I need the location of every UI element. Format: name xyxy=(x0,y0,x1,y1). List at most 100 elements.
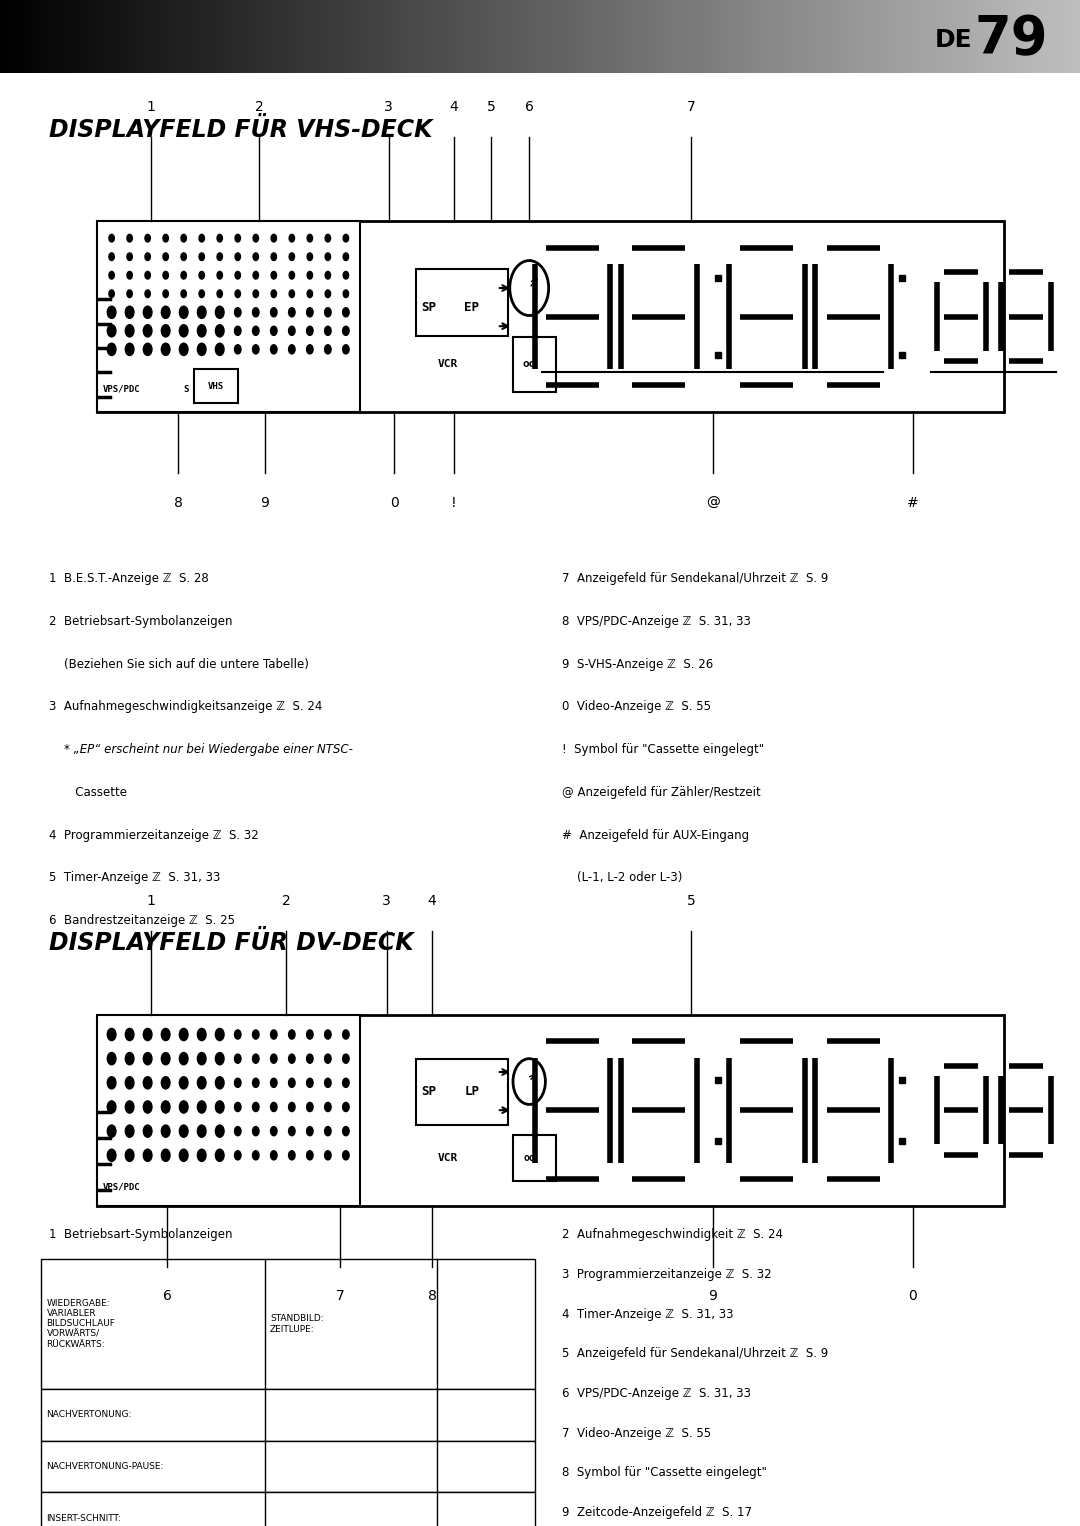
Bar xyxy=(27,0,32,73)
Bar xyxy=(1015,0,1021,73)
Circle shape xyxy=(325,1079,332,1088)
Text: 6: 6 xyxy=(525,101,534,114)
Bar xyxy=(686,0,691,73)
Bar xyxy=(308,0,313,73)
Circle shape xyxy=(271,272,276,279)
Circle shape xyxy=(325,1102,332,1111)
Circle shape xyxy=(289,253,295,261)
Circle shape xyxy=(253,345,259,354)
Bar xyxy=(49,0,54,73)
Circle shape xyxy=(343,235,349,243)
Circle shape xyxy=(125,1100,134,1112)
Bar xyxy=(205,0,211,73)
Text: 1: 1 xyxy=(147,894,156,908)
Bar xyxy=(275,0,281,73)
Bar xyxy=(545,0,551,73)
Circle shape xyxy=(125,325,134,337)
Circle shape xyxy=(325,1054,332,1064)
Bar xyxy=(41,1259,535,1389)
Circle shape xyxy=(271,1079,278,1088)
Circle shape xyxy=(307,1126,313,1135)
Text: 6: 6 xyxy=(163,1289,172,1303)
Circle shape xyxy=(179,1077,188,1090)
Circle shape xyxy=(144,307,152,319)
Text: NACHVERTONUNG-PAUSE:: NACHVERTONUNG-PAUSE: xyxy=(46,1462,164,1471)
Bar xyxy=(535,0,540,73)
Bar xyxy=(1031,0,1037,73)
Bar xyxy=(589,0,594,73)
Text: 2: 2 xyxy=(282,894,291,908)
Circle shape xyxy=(215,1077,224,1090)
Bar xyxy=(594,0,599,73)
Circle shape xyxy=(127,272,133,279)
Circle shape xyxy=(342,1030,349,1039)
Text: 3: 3 xyxy=(382,894,391,908)
Circle shape xyxy=(253,308,259,317)
Bar xyxy=(459,0,464,73)
Text: (L-1, L-2 oder L-3): (L-1, L-2 oder L-3) xyxy=(562,871,681,885)
Circle shape xyxy=(307,253,312,261)
Bar xyxy=(707,0,713,73)
Circle shape xyxy=(289,290,295,298)
Circle shape xyxy=(253,1126,259,1135)
Circle shape xyxy=(215,1053,224,1065)
Circle shape xyxy=(253,272,258,279)
Circle shape xyxy=(234,327,241,336)
Circle shape xyxy=(307,290,312,298)
Bar xyxy=(1004,0,1010,73)
Bar xyxy=(940,0,945,73)
Bar xyxy=(124,0,130,73)
Bar xyxy=(238,0,243,73)
Bar xyxy=(983,0,988,73)
Bar xyxy=(896,0,902,73)
Bar xyxy=(416,1059,508,1126)
Circle shape xyxy=(342,1102,349,1111)
Text: 4: 4 xyxy=(428,894,436,908)
Circle shape xyxy=(127,235,133,243)
Circle shape xyxy=(198,1029,206,1041)
Bar xyxy=(243,0,248,73)
Bar xyxy=(508,0,513,73)
Circle shape xyxy=(307,1102,313,1111)
Circle shape xyxy=(107,1053,116,1065)
Bar xyxy=(254,0,259,73)
Circle shape xyxy=(109,253,114,261)
Bar xyxy=(815,0,821,73)
Bar xyxy=(54,0,59,73)
Bar xyxy=(632,0,637,73)
Text: 9: 9 xyxy=(708,1289,717,1303)
Bar xyxy=(362,0,367,73)
Bar xyxy=(416,269,508,336)
Circle shape xyxy=(325,253,330,261)
Bar xyxy=(729,0,734,73)
Bar xyxy=(907,0,913,73)
Bar xyxy=(140,0,146,73)
Text: NACHVERTONUNG:: NACHVERTONUNG: xyxy=(46,1410,132,1419)
Text: 1  Betriebsart-Symbolanzeigen: 1 Betriebsart-Symbolanzeigen xyxy=(49,1228,232,1242)
Text: 0: 0 xyxy=(908,1289,917,1303)
Text: !  Symbol für "Cassette eingelegt": ! Symbol für "Cassette eingelegt" xyxy=(562,743,764,757)
Bar xyxy=(216,0,221,73)
Bar xyxy=(1010,0,1015,73)
Circle shape xyxy=(161,1029,170,1041)
Circle shape xyxy=(215,1029,224,1041)
Text: DISPLAYFELD FÜR VHS-DECK: DISPLAYFELD FÜR VHS-DECK xyxy=(49,118,432,142)
Circle shape xyxy=(288,327,295,336)
Bar xyxy=(113,0,119,73)
Bar xyxy=(475,0,481,73)
Bar xyxy=(837,0,842,73)
Text: 9: 9 xyxy=(260,496,269,510)
Bar xyxy=(994,0,999,73)
Text: EP: EP xyxy=(464,301,480,314)
Bar xyxy=(410,0,416,73)
Bar xyxy=(130,0,135,73)
Circle shape xyxy=(215,343,224,356)
Bar xyxy=(194,369,238,403)
Bar xyxy=(880,0,886,73)
Bar xyxy=(157,0,162,73)
Circle shape xyxy=(288,1151,295,1160)
Circle shape xyxy=(161,1149,170,1161)
Text: VCR: VCR xyxy=(437,359,458,369)
Bar xyxy=(724,0,729,73)
Text: VHS: VHS xyxy=(208,382,224,391)
